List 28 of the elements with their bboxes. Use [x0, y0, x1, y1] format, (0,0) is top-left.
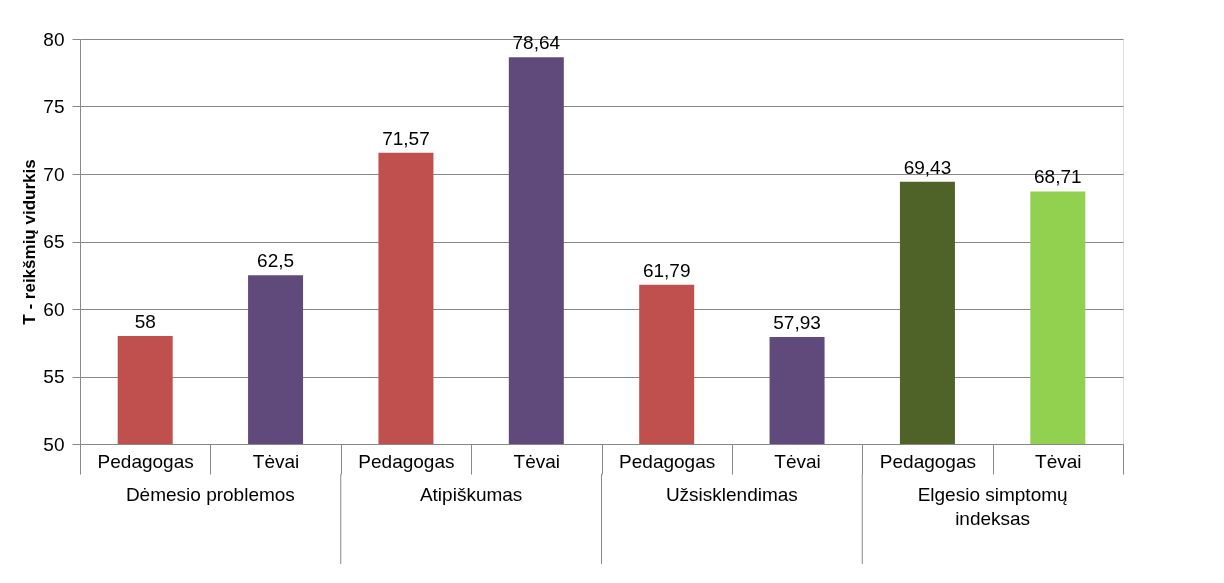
y-tick-label: 50 [43, 433, 65, 455]
y-tick-label: 60 [43, 298, 65, 320]
text: Elgesio simptomų indeksas [917, 484, 1068, 529]
y-tick-label: 80 [43, 28, 65, 50]
data-label: 58 [134, 311, 156, 332]
data-label: 68,71 [1034, 166, 1082, 188]
text: Atipiškumas [419, 484, 523, 505]
x-tick-label: Pedagogas [879, 450, 977, 472]
data-label: 57,93 [773, 311, 821, 333]
x-tick-label: Pedagogas [97, 450, 194, 472]
data-label: 69,43 [903, 156, 952, 178]
data-label: 62,5 [257, 250, 295, 272]
x-tick-label: Tėvai [1035, 450, 1082, 472]
data-label: 71,57 [382, 127, 430, 149]
y-tick-label: 75 [43, 96, 65, 117]
x-tick-label: Tėvai [252, 450, 300, 472]
data-label: 78,64 [512, 32, 561, 54]
text: Dėmesio problemos [125, 484, 295, 505]
x-tick-label: Tėvai [774, 450, 821, 472]
y-tick-label: 65 [43, 231, 65, 252]
x-tick-label: Tėvai [513, 450, 561, 472]
x-tick-label: Pedagogas [358, 450, 455, 472]
text: Užsisklendimas [665, 484, 798, 505]
y-axis-title: T - reikšmių vidurkis [20, 159, 40, 325]
x-tick-label: Pedagogas [619, 450, 716, 472]
data-label: 61,79 [642, 259, 691, 281]
y-tick-label: 55 [43, 366, 65, 387]
y-tick-label: 70 [43, 163, 65, 185]
